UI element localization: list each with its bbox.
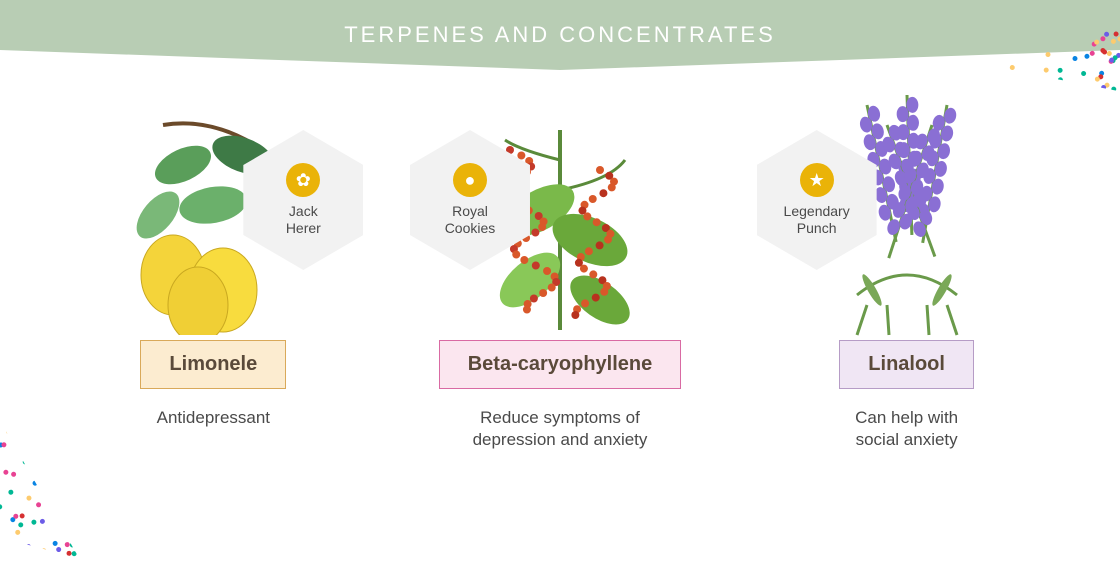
strain-icon: ● bbox=[453, 163, 487, 197]
strain-icon: ✿ bbox=[286, 163, 320, 197]
strain-icon: ★ bbox=[800, 163, 834, 197]
plant-illustration: ● Royal Cookies bbox=[430, 90, 690, 350]
plant-illustration: ✿ Jack Herer bbox=[83, 90, 343, 350]
strain-label: Legendary Punch bbox=[784, 203, 850, 237]
strain-label: Jack Herer bbox=[286, 203, 321, 237]
terpene-card-beta-caryophyllene: ● Royal Cookies Beta-caryophyllene Reduce s… bbox=[400, 90, 720, 451]
terpene-name-box: Limonele bbox=[140, 340, 286, 389]
cards-row: ✿ Jack Herer Limonele Antidepressant ● Royal… bbox=[0, 70, 1120, 451]
benefit-text: Can help with social anxiety bbox=[855, 407, 958, 451]
terpene-card-limonele: ✿ Jack Herer Limonele Antidepressant bbox=[53, 90, 373, 451]
benefit-text: Antidepressant bbox=[157, 407, 270, 429]
page-title: TERPENES AND CONCENTRATES bbox=[344, 22, 776, 48]
header-banner: TERPENES AND CONCENTRATES bbox=[0, 0, 1120, 70]
benefit-text: Reduce symptoms of depression and anxiet… bbox=[473, 407, 648, 451]
terpene-name-box: Linalool bbox=[839, 340, 974, 389]
terpene-name-box: Beta-caryophyllene bbox=[439, 340, 682, 389]
strain-label: Royal Cookies bbox=[445, 203, 496, 237]
terpene-card-linalool: ★ Legendary Punch Linalool Can help with so… bbox=[747, 90, 1067, 451]
plant-illustration: ★ Legendary Punch bbox=[777, 90, 1037, 350]
